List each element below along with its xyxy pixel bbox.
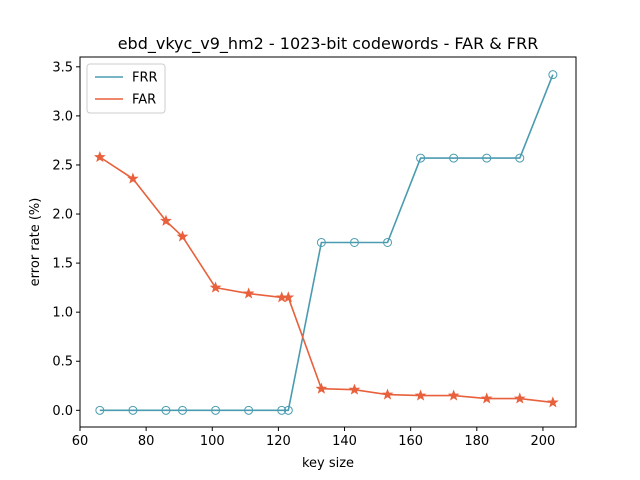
frr-point bbox=[449, 153, 459, 163]
y-tick-label: 2.0 bbox=[52, 208, 73, 223]
legend: FRR FAR bbox=[86, 63, 166, 114]
frr-point bbox=[211, 405, 221, 415]
series-frr bbox=[95, 70, 558, 415]
axes-frame bbox=[79, 56, 577, 428]
far-point bbox=[282, 291, 295, 303]
y-axis: 0.0 0.5 1.0 1.5 2.0 2.5 3.0 3.5 bbox=[52, 60, 80, 419]
frr-point bbox=[383, 237, 393, 247]
frr-point bbox=[515, 153, 525, 163]
y-axis-label: error rate (%) bbox=[28, 198, 43, 287]
plot-area bbox=[93, 70, 559, 415]
far-point bbox=[315, 382, 328, 394]
y-tick-label: 3.5 bbox=[52, 60, 73, 75]
far-point bbox=[176, 230, 189, 242]
y-tick-label: 0.5 bbox=[52, 355, 73, 370]
far-point bbox=[209, 281, 222, 293]
y-tick-label: 2.5 bbox=[52, 158, 73, 173]
frr-line bbox=[99, 74, 554, 412]
frr-point bbox=[283, 405, 293, 415]
y-tick-label: 3.0 bbox=[52, 109, 73, 124]
frr-point bbox=[244, 405, 254, 415]
far-point bbox=[513, 392, 526, 404]
x-tick-label: 80 bbox=[138, 434, 155, 449]
x-axis-label: key size bbox=[302, 456, 354, 471]
frr-point bbox=[548, 70, 558, 80]
frr-point bbox=[95, 405, 105, 415]
frr-point bbox=[482, 153, 492, 163]
frr-point bbox=[416, 153, 426, 163]
legend-label-frr: FRR bbox=[132, 71, 158, 86]
x-tick-label: 60 bbox=[72, 434, 89, 449]
legend-label-far: FAR bbox=[132, 93, 156, 108]
far-point bbox=[480, 392, 493, 404]
far-point bbox=[127, 172, 139, 184]
far-point bbox=[160, 214, 172, 226]
frr-point bbox=[178, 405, 188, 415]
y-tick-label: 1.0 bbox=[52, 306, 73, 321]
far-line bbox=[99, 156, 553, 404]
frr-point bbox=[349, 237, 359, 247]
far-point bbox=[547, 396, 559, 408]
frr-point bbox=[128, 405, 138, 415]
frr-point bbox=[161, 405, 171, 415]
far-point bbox=[242, 287, 255, 299]
y-tick-label: 1.5 bbox=[52, 257, 73, 272]
far-point bbox=[348, 383, 361, 395]
frr-point bbox=[277, 405, 287, 415]
far-point bbox=[414, 389, 427, 401]
far-point bbox=[381, 388, 394, 400]
x-tick-label: 120 bbox=[266, 434, 291, 449]
far-point bbox=[93, 150, 106, 163]
x-tick-label: 180 bbox=[464, 434, 489, 449]
y-tick-label: 0.0 bbox=[52, 404, 73, 419]
x-tick-label: 100 bbox=[200, 434, 225, 449]
x-axis: 60 80 100 120 140 160 180 200 bbox=[72, 427, 556, 449]
x-tick-label: 140 bbox=[332, 434, 357, 449]
x-tick-label: 200 bbox=[531, 434, 556, 449]
series-far bbox=[93, 150, 559, 408]
frr-point bbox=[316, 237, 326, 247]
far-point bbox=[447, 389, 460, 401]
x-tick-label: 160 bbox=[398, 434, 423, 449]
chart-title: ebd_vkyc_v9_hm2 - 1023-bit codewords - F… bbox=[118, 34, 539, 54]
